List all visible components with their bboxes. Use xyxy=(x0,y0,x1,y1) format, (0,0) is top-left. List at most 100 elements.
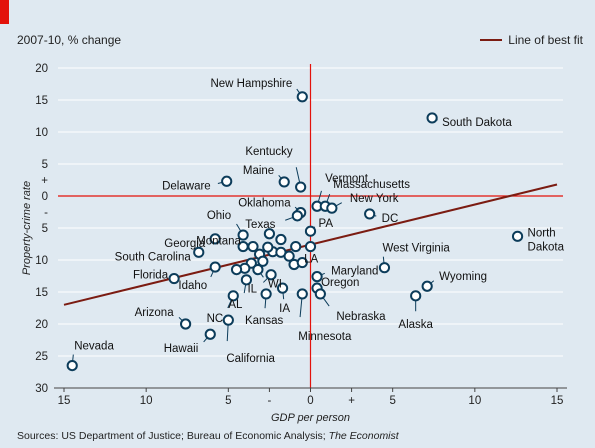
data-point xyxy=(260,288,272,300)
data-point xyxy=(168,272,180,285)
data-point xyxy=(304,225,317,237)
data-point xyxy=(237,229,249,241)
data-point xyxy=(193,246,205,258)
x-tick-label: 15 xyxy=(551,395,564,407)
point-label: Kansas xyxy=(245,315,284,327)
data-point xyxy=(426,112,438,124)
data-point xyxy=(364,208,376,220)
y-tick-label: 5 xyxy=(42,223,48,235)
data-point xyxy=(283,250,295,262)
point-label: Nevada xyxy=(74,341,114,353)
point-label: North xyxy=(528,227,556,239)
point-label: Georgia xyxy=(164,238,206,250)
point-label: West Virginia xyxy=(382,243,450,255)
data-point xyxy=(296,288,308,300)
point-label: Delaware xyxy=(162,180,211,192)
source-note: Sources: US Department of Justice; Burea… xyxy=(17,430,399,442)
data-point xyxy=(265,269,277,281)
legend: Line of best fit xyxy=(480,33,583,47)
y-tick-label: 20 xyxy=(35,319,48,331)
point-label: WI xyxy=(268,279,282,291)
data-point xyxy=(276,282,289,294)
data-point xyxy=(311,271,323,283)
data-point xyxy=(314,288,326,300)
data-point xyxy=(262,241,274,253)
legend-fit-line-label: Line of best fit xyxy=(508,33,583,47)
data-point xyxy=(290,240,302,253)
source-publisher: The Economist xyxy=(328,430,399,442)
data-point xyxy=(410,290,422,302)
point-label: Alaska xyxy=(398,319,433,331)
point-label: IA xyxy=(279,303,290,315)
point-label: NC xyxy=(207,313,224,325)
data-point xyxy=(180,318,192,330)
data-point xyxy=(511,230,524,242)
data-point xyxy=(252,264,264,276)
data-point xyxy=(263,228,276,240)
y-tick-label: 15 xyxy=(35,287,48,299)
point-label: PA xyxy=(319,218,334,230)
y-tick-label: 30 xyxy=(35,383,48,395)
x-tick-label: 5 xyxy=(389,395,395,407)
y-tick-label: + xyxy=(41,175,48,187)
point-label: AL xyxy=(228,299,243,311)
point-label: South Dakota xyxy=(442,117,512,129)
point-label: Ohio xyxy=(207,210,231,222)
point-label: Oklahoma xyxy=(238,198,291,210)
brand-corner-tag xyxy=(0,0,9,24)
point-label: Idaho xyxy=(178,280,207,292)
y-tick-label: 20 xyxy=(35,63,48,75)
y-tick-label: - xyxy=(44,207,48,219)
data-point xyxy=(237,240,249,253)
legend-fit-line-swatch xyxy=(480,39,503,41)
y-tick-label: 25 xyxy=(35,351,48,363)
point-label: Maine xyxy=(243,165,274,177)
point-label: IL xyxy=(247,284,257,296)
data-point xyxy=(296,256,308,269)
x-tick-label: 10 xyxy=(140,395,153,407)
data-point xyxy=(222,314,234,326)
point-label: Minnesota xyxy=(298,331,352,343)
source-text: Sources: US Department of Justice; Burea… xyxy=(17,430,329,442)
point-label: Arizona xyxy=(135,307,175,319)
data-point xyxy=(291,210,303,222)
y-tick-label: 0 xyxy=(42,191,48,203)
data-point xyxy=(326,202,338,214)
point-label: California xyxy=(226,353,275,365)
point-label: South Carolina xyxy=(115,251,192,263)
point-label: Wyoming xyxy=(439,271,487,283)
x-tick-label: - xyxy=(267,395,271,407)
point-label: Nebraska xyxy=(336,311,386,323)
chart-subtitle: 2007-10, % change xyxy=(17,33,122,47)
point-label: Dakota xyxy=(528,241,565,253)
point-label: Maryland xyxy=(331,266,378,278)
data-point xyxy=(278,176,290,188)
x-tick-label: 5 xyxy=(225,395,231,407)
data-point xyxy=(227,290,239,302)
data-point xyxy=(209,233,221,245)
y-tick-label: 10 xyxy=(35,255,48,267)
data-point xyxy=(66,360,78,372)
point-label: Oregon xyxy=(321,277,359,289)
point-label: Florida xyxy=(133,270,169,282)
point-label: Massachusetts xyxy=(333,179,410,191)
point-label: DC xyxy=(382,213,399,225)
x-tick-label: 15 xyxy=(58,395,71,407)
x-tick-label: 10 xyxy=(468,395,481,407)
data-point xyxy=(275,233,287,246)
data-point xyxy=(296,91,308,103)
y-tick-label: 10 xyxy=(35,127,48,139)
data-point xyxy=(230,264,243,276)
data-point xyxy=(421,280,433,292)
data-point xyxy=(378,262,391,274)
data-point xyxy=(257,255,269,267)
point-label: Hawaii xyxy=(164,343,199,355)
y-tick-label: 5 xyxy=(42,159,48,171)
data-point xyxy=(204,328,216,340)
point-label: New York xyxy=(350,193,399,205)
x-axis-title: GDP per person xyxy=(271,412,350,424)
x-tick-label: 0 xyxy=(307,395,313,407)
y-tick-label: 15 xyxy=(35,95,48,107)
y-axis-title: Property-crime rate xyxy=(21,181,33,275)
data-point xyxy=(209,261,221,273)
